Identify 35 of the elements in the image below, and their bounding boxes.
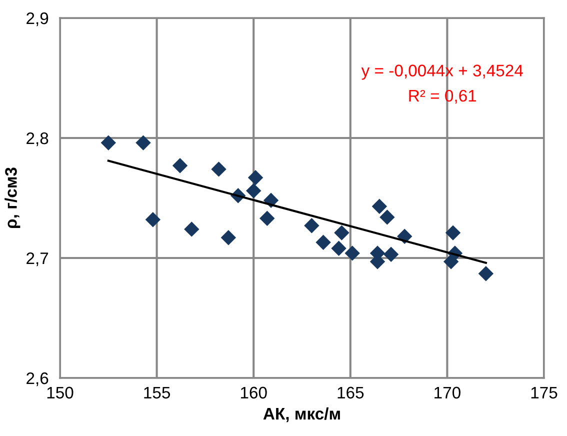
x-tick-label: 160 (240, 386, 267, 399)
x-axis-title: АК, мкс/м (263, 407, 340, 422)
point (246, 183, 262, 198)
point (316, 234, 331, 250)
annotation: y = -0,0044x + 3,4524 (361, 64, 523, 80)
x-tick-label: 170 (434, 386, 460, 399)
point (304, 218, 320, 234)
x-tick-label: 175 (531, 386, 558, 399)
x-tick-label: 150 (47, 386, 74, 399)
point (100, 135, 116, 150)
point (211, 162, 226, 177)
point (372, 198, 388, 214)
annotation: R² = 0,61 (409, 90, 476, 104)
point (184, 222, 200, 237)
y-tick-label: 2,8 (26, 132, 48, 146)
point (145, 212, 161, 228)
point (334, 225, 350, 240)
x-tick-label: 165 (338, 386, 364, 399)
point (478, 266, 494, 282)
x-tick-label: 155 (144, 386, 170, 399)
point (248, 170, 264, 186)
point (136, 135, 151, 150)
point (383, 246, 399, 262)
point (443, 254, 459, 270)
y-tick-label: 2,7 (26, 252, 48, 266)
y-tick-label: 2,9 (26, 12, 48, 26)
y-axis-title: ρ, г/см3 (4, 168, 20, 228)
point (260, 210, 275, 226)
y-tick-label: 2,6 (26, 372, 48, 386)
point (172, 158, 188, 174)
point (344, 246, 360, 261)
point (445, 225, 461, 240)
point (331, 240, 346, 256)
point (220, 230, 236, 246)
point (380, 210, 395, 225)
